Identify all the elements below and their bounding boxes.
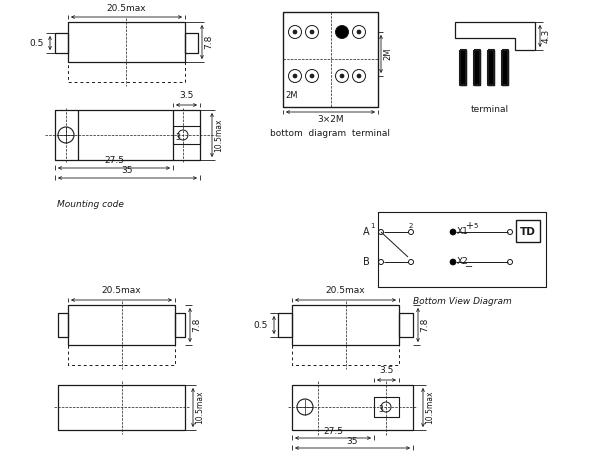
Text: 7.8: 7.8 [420,318,429,332]
Circle shape [293,74,297,78]
Text: 20.5max: 20.5max [101,286,141,295]
Text: 3.5: 3.5 [379,366,393,375]
Text: 27.5: 27.5 [323,427,343,436]
Text: 2M: 2M [285,91,298,99]
Text: bottom  diagram  terminal: bottom diagram terminal [271,129,390,138]
Text: 10.5max: 10.5max [425,390,434,424]
Text: 3.5: 3.5 [179,91,194,100]
Text: −: − [465,262,473,272]
Text: Mounting code: Mounting code [57,200,123,209]
Text: 27.5: 27.5 [104,156,124,165]
Text: terminal: terminal [471,105,509,114]
Circle shape [310,74,314,78]
Text: 10.5max: 10.5max [214,118,223,152]
Text: A: A [364,227,370,237]
Circle shape [357,30,361,34]
Circle shape [335,25,348,38]
Text: 35: 35 [121,166,133,175]
Text: X2: X2 [457,257,469,266]
Circle shape [293,30,297,34]
Text: 3×2M: 3×2M [317,115,344,124]
Text: 7.8: 7.8 [192,318,201,332]
Text: 20.5max: 20.5max [326,286,365,295]
Circle shape [340,74,344,78]
Text: 10.5max: 10.5max [195,390,204,424]
Polygon shape [488,50,494,85]
Text: TD: TD [520,227,536,237]
Text: 3: 3 [379,404,384,414]
Circle shape [357,74,361,78]
Text: X1: X1 [457,227,469,236]
Text: B: B [364,257,370,267]
Text: +: + [465,221,473,231]
Circle shape [310,30,314,34]
Text: 7.8: 7.8 [204,35,213,49]
Text: 4.3: 4.3 [542,29,551,43]
Circle shape [450,259,456,265]
Text: 1: 1 [370,223,375,229]
Polygon shape [460,50,466,85]
Polygon shape [474,50,480,85]
Text: 0.5: 0.5 [254,320,268,330]
Text: 3: 3 [175,133,180,142]
Text: 2M: 2M [383,48,392,60]
Polygon shape [502,50,508,85]
Text: 20.5max: 20.5max [107,4,146,13]
Text: 5: 5 [474,223,478,229]
Text: Bottom View Diagram: Bottom View Diagram [412,297,511,306]
Text: 35: 35 [346,437,358,446]
Text: 2: 2 [409,223,413,229]
Circle shape [450,229,456,235]
Text: 0.5: 0.5 [29,38,44,47]
